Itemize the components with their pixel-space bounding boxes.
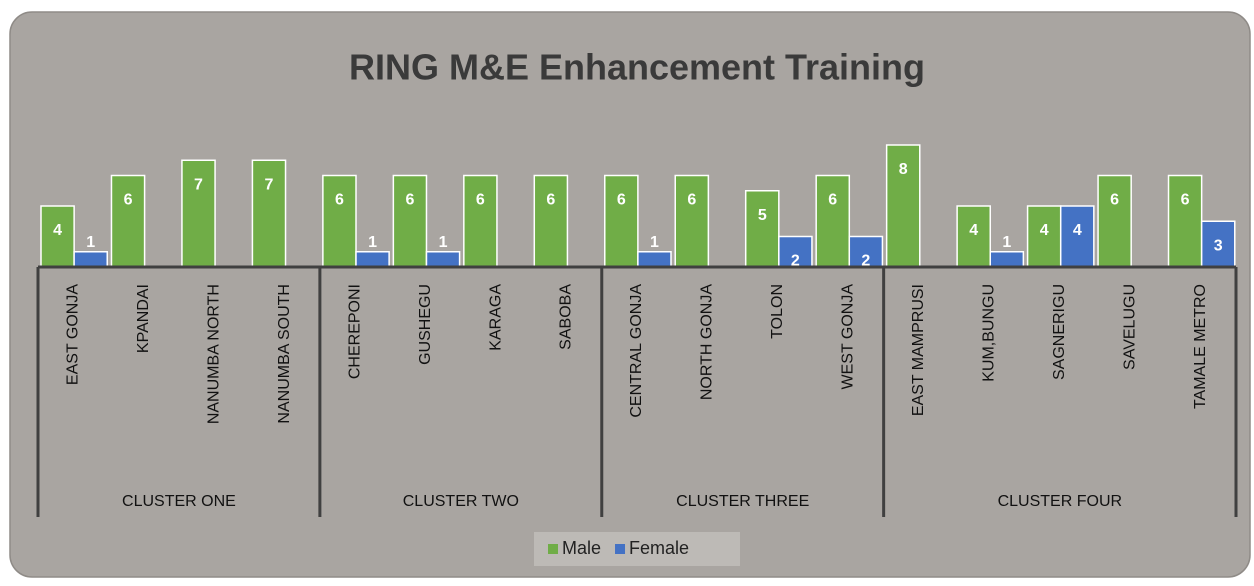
data-label: 8 [899, 161, 908, 178]
x-tick-label: NANUMBA SOUTH [276, 284, 293, 424]
x-tick-label: NORTH GONJA [699, 284, 716, 400]
data-label: 1 [650, 234, 659, 251]
x-tick-label: SAVELUGU [1122, 284, 1139, 370]
data-label: 6 [124, 192, 133, 209]
group-label: CLUSTER ONE [122, 493, 236, 510]
data-label: 1 [368, 234, 377, 251]
x-tick-label: EAST MAMPRUSI [910, 284, 927, 416]
legend-swatch [615, 544, 626, 554]
bar [533, 174, 569, 268]
bar [744, 190, 780, 268]
data-label: 4 [969, 222, 978, 239]
x-tick-label: CHEREPONI [346, 284, 363, 379]
bar [956, 205, 991, 268]
bar [251, 159, 287, 268]
data-label: 6 [405, 192, 414, 209]
legend-label: Male [562, 538, 601, 558]
x-tick-label: WEST GONJA [840, 284, 857, 390]
bar [425, 251, 461, 268]
data-label: 5 [758, 207, 767, 224]
bar [322, 174, 357, 268]
legend-label: Female [629, 538, 689, 558]
legend-box [534, 532, 740, 566]
group-label: CLUSTER THREE [676, 493, 809, 510]
data-label: 6 [476, 192, 485, 209]
bar [1059, 205, 1095, 268]
x-tick-label: CENTRAL GONJA [628, 284, 645, 418]
data-label: 6 [1181, 192, 1190, 209]
legend: Male Female [534, 532, 740, 566]
x-tick-label: KPANDAI [135, 284, 152, 353]
data-label: 1 [1002, 234, 1011, 251]
data-label: 4 [1040, 222, 1049, 239]
x-tick-label: KUM,BUNGU [981, 284, 998, 382]
bar [355, 251, 390, 268]
bar [1026, 205, 1062, 268]
data-label: 1 [86, 234, 95, 251]
data-label: 6 [1110, 192, 1119, 209]
data-label: 4 [53, 222, 62, 239]
bar [1167, 174, 1203, 268]
data-label: 7 [194, 176, 203, 193]
bar [1097, 174, 1132, 268]
data-label: 7 [265, 176, 274, 193]
group-label: CLUSTER FOUR [998, 493, 1122, 510]
data-label: 2 [791, 253, 800, 270]
data-label: 3 [1214, 237, 1223, 254]
data-label: 1 [439, 234, 448, 251]
data-label: 6 [546, 192, 555, 209]
group-label: CLUSTER TWO [403, 493, 519, 510]
bar [604, 174, 639, 268]
x-tick-label: SABOBA [558, 284, 575, 350]
bar [815, 174, 851, 268]
data-label: 4 [1073, 222, 1082, 239]
data-label: 2 [861, 253, 870, 270]
bar [40, 205, 75, 268]
bar [989, 251, 1025, 268]
bar [181, 159, 216, 268]
data-label: 6 [687, 192, 696, 209]
x-tick-label: TAMALE METRO [1192, 284, 1209, 409]
x-tick-label: SAGNERIGU [1051, 284, 1068, 380]
bar [674, 174, 710, 268]
data-label: 6 [617, 192, 626, 209]
chart-title: RING M&E Enhancement Training [349, 47, 925, 88]
bar [463, 174, 498, 268]
x-tick-label: KARAGA [487, 284, 504, 351]
data-label: 6 [335, 192, 344, 209]
data-label: 6 [828, 192, 837, 209]
x-tick-label: NANUMBA NORTH [205, 284, 222, 424]
legend-swatch [548, 544, 558, 554]
x-tick-label: GUSHEGU [417, 284, 434, 365]
bar [73, 251, 108, 268]
x-tick-label: EAST GONJA [64, 284, 81, 385]
bar [637, 251, 672, 268]
x-tick-label: TOLON [769, 284, 786, 339]
bar [392, 174, 428, 268]
bar [110, 174, 146, 268]
